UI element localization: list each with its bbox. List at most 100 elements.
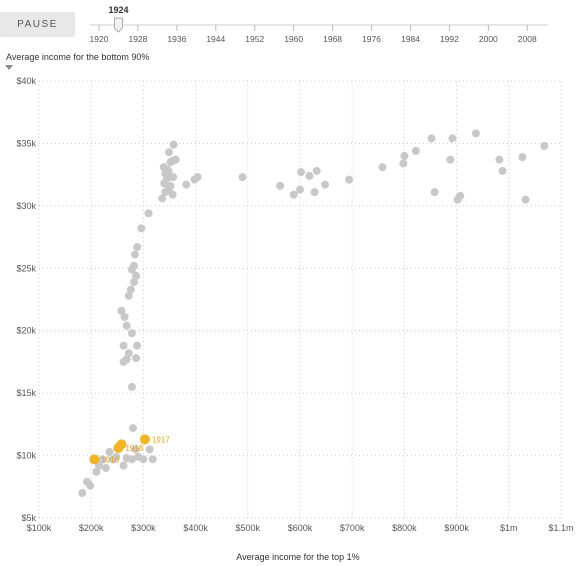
data-point <box>117 306 126 315</box>
data-point <box>310 188 319 197</box>
y-tick-label: $25k <box>16 263 36 273</box>
point-year-label: 1917 <box>152 435 170 444</box>
x-tick-label: $600k <box>288 523 313 533</box>
data-point <box>122 321 131 330</box>
y-tick-label: $30k <box>16 201 36 211</box>
data-point <box>400 151 409 160</box>
y-tick-label: $15k <box>16 388 36 398</box>
data-point <box>124 291 133 300</box>
data-point <box>78 489 87 498</box>
timeline-tick-label: 1928 <box>128 34 147 44</box>
timeline-tick-label: 1960 <box>284 34 303 44</box>
data-point <box>132 354 141 363</box>
data-point <box>171 155 180 164</box>
data-point <box>238 173 247 182</box>
timeline-tick-label: 1952 <box>245 34 264 44</box>
data-point <box>127 329 136 338</box>
y-tick-label: $10k <box>16 451 36 461</box>
data-point <box>122 355 131 364</box>
x-tick-label: $1m <box>500 523 518 533</box>
timeline-tick-label: 1936 <box>167 34 186 44</box>
data-point <box>168 190 177 199</box>
data-point <box>164 148 173 157</box>
timeline-tick-label: 2000 <box>479 34 498 44</box>
data-point <box>446 155 455 164</box>
data-point <box>128 424 137 433</box>
data-point <box>163 165 172 174</box>
x-tick-label: $300k <box>131 523 156 533</box>
y-axis-marker-icon <box>5 65 13 70</box>
data-point <box>130 261 139 270</box>
data-point <box>98 455 107 464</box>
x-tick-label: $900k <box>444 523 469 533</box>
x-tick-label: $200k <box>79 523 104 533</box>
data-point <box>321 180 330 189</box>
data-point <box>289 190 298 199</box>
data-point <box>378 163 387 172</box>
timeline-handle[interactable] <box>114 17 123 33</box>
data-point <box>148 455 157 464</box>
data-point <box>427 134 436 143</box>
data-point <box>145 445 154 454</box>
data-point <box>521 195 530 204</box>
data-point <box>297 168 306 177</box>
data-point <box>137 224 146 233</box>
x-tick-label: $100k <box>27 523 52 533</box>
data-point <box>95 461 104 470</box>
data-point <box>139 455 148 464</box>
data-point <box>130 278 139 287</box>
point-year-label: 1916 <box>101 455 119 464</box>
data-point <box>448 134 457 143</box>
data-point <box>430 188 439 197</box>
highlight-point <box>89 454 100 465</box>
data-point <box>126 285 135 294</box>
data-point <box>182 180 191 189</box>
data-point <box>127 455 136 464</box>
y-tick-label: $35k <box>16 138 36 148</box>
data-point <box>305 171 314 180</box>
highlight-points: 1916 1918 1917 <box>89 434 170 465</box>
data-point <box>296 185 304 194</box>
data-point <box>131 250 140 259</box>
current-year-label: 1924 <box>108 5 128 15</box>
data-points <box>78 129 549 498</box>
timeline-tick-label: 1976 <box>362 34 381 44</box>
y-axis-ticks: $5k $10k $15k $20k $25k $30k $35k $40k <box>16 76 36 523</box>
y-tick-label: $20k <box>16 326 36 336</box>
data-point <box>119 461 128 470</box>
y-axis-title: Average income for the bottom 90% <box>6 52 149 62</box>
data-point <box>498 166 507 175</box>
data-point <box>276 181 285 190</box>
timeline-tick-label: 1992 <box>440 34 459 44</box>
x-tick-label: $500k <box>236 523 261 533</box>
data-point <box>120 312 129 321</box>
x-axis-title: Average income for the top 1% <box>236 552 359 562</box>
data-point <box>86 481 95 490</box>
data-point <box>456 191 465 200</box>
data-point <box>127 382 136 391</box>
data-point <box>105 447 114 456</box>
timeline-tick-label: 1944 <box>206 34 225 44</box>
x-axis-ticks: $100k $200k $300k $400k $500k $600k $700k $800k… <box>27 523 574 533</box>
data-point <box>101 464 110 473</box>
timeline-tick-label: 2008 <box>518 34 537 44</box>
data-point <box>158 194 167 203</box>
data-point <box>144 209 153 218</box>
x-tick-label: $800k <box>392 523 417 533</box>
y-tick-label: $40k <box>16 76 36 86</box>
highlight-point <box>139 434 150 445</box>
data-point <box>169 173 178 182</box>
pause-button[interactable]: PAUSE <box>0 12 75 37</box>
timeline-tick-label: 1920 <box>90 34 109 44</box>
y-tick-label: $5k <box>21 513 36 523</box>
data-point <box>133 341 142 350</box>
data-point <box>133 243 142 252</box>
data-point <box>411 146 420 155</box>
data-point <box>471 129 480 138</box>
timeline-ticks: 1920 1928 1936 1944 1952 1960 1968 1976 1984 1992… <box>90 25 537 44</box>
grid-lines <box>38 80 562 519</box>
year-timeline-slider[interactable]: 1920 1928 1936 1944 1952 1960 1968 1976 1984 1992… <box>0 0 585 48</box>
data-point <box>166 181 175 190</box>
timeline-tick-label: 1984 <box>401 34 420 44</box>
